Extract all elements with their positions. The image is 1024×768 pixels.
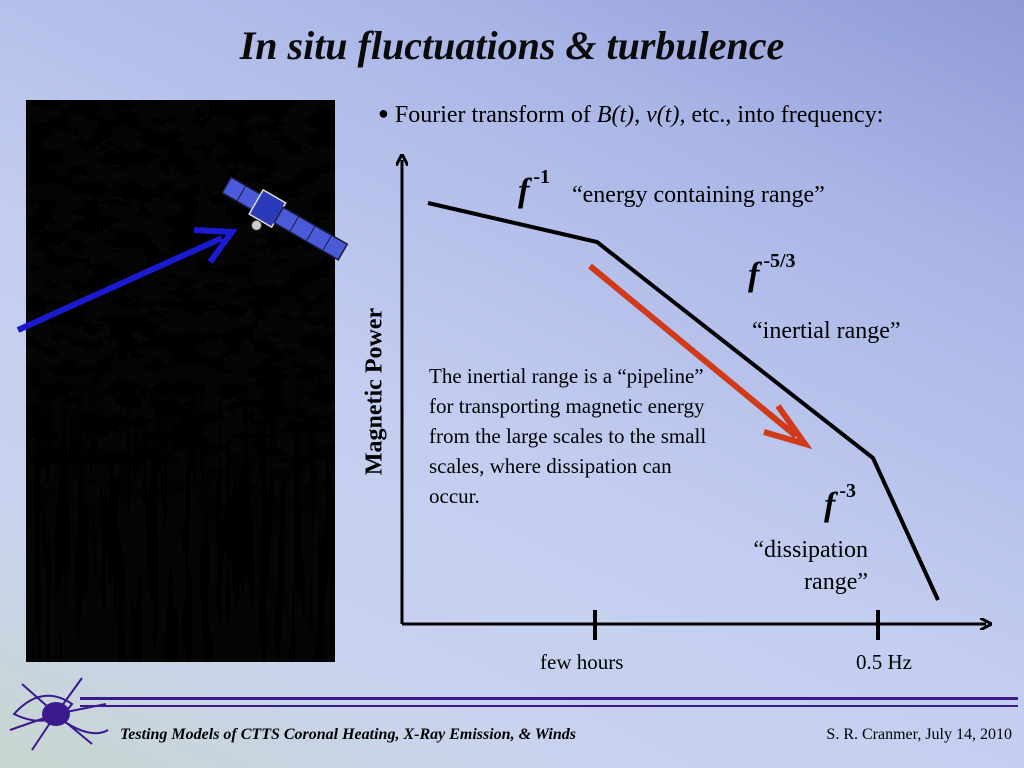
x-tick-label-1: few hours	[540, 650, 624, 674]
bullet-icon: ●	[378, 103, 389, 123]
conference-logo	[9, 677, 109, 751]
bullet-vars: B(t), v(t),	[596, 102, 686, 128]
x-tick-label-2: 0.5 Hz	[856, 650, 912, 674]
turbulence-image	[26, 100, 335, 662]
slope-energy-range: f -1	[518, 166, 550, 210]
slide-title: In situ fluctuations & turbulence	[239, 23, 785, 68]
footer-rule-top	[80, 697, 1018, 700]
label-inertial-range: “inertial range”	[752, 318, 901, 344]
blue-arrow	[16, 235, 224, 333]
inertial-range-note: The inertial range is a “pipeline” for t…	[429, 364, 707, 508]
footer-rule-bottom	[80, 705, 1018, 707]
blue-arrow-head	[193, 227, 238, 264]
label-dissipation-range: “dissipation range”	[753, 537, 868, 595]
y-axis-label: Magnetic Power	[361, 307, 388, 476]
slope-dissipation-range: f -3	[824, 480, 856, 524]
spectrum-curve	[427, 201, 940, 601]
satellite-icon	[221, 176, 349, 261]
label-energy-range: “energy containing range”	[572, 182, 825, 208]
slope-inertial-range: f -5/3	[748, 250, 796, 294]
footer-author-date: S. R. Cranmer, July 14, 2010	[826, 726, 1012, 743]
bullet-text: ● Fourier transform of B(t), v(t), etc., …	[378, 102, 884, 128]
red-arrow-head	[763, 404, 813, 450]
footer-title: Testing Models of CTTS Coronal Heating, …	[120, 726, 576, 743]
red-arrow	[588, 263, 798, 439]
